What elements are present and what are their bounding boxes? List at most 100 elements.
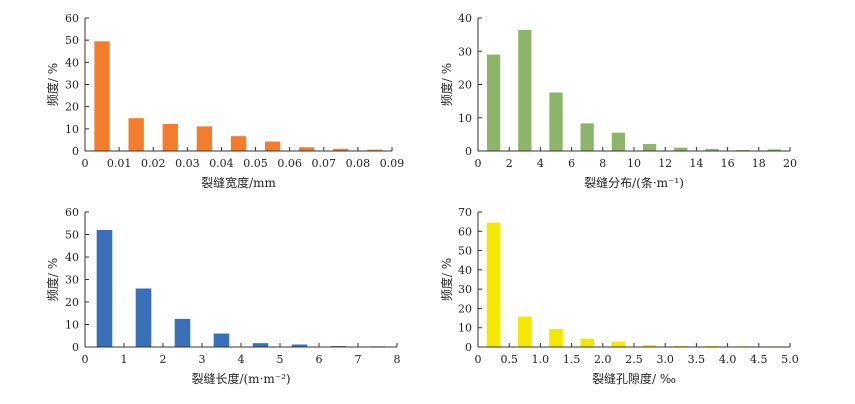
x-tick-label: 4.5 (750, 353, 768, 366)
x-tick-label: 16 (721, 157, 735, 170)
bar (486, 222, 501, 347)
bar (162, 123, 178, 151)
x-tick-label: 7 (355, 353, 362, 366)
bar (549, 329, 563, 347)
bar (767, 149, 782, 151)
x-axis-title: 裂缝宽度/mm (201, 175, 276, 190)
x-tick-label: 4 (238, 353, 245, 366)
bar (518, 29, 532, 151)
bar (642, 345, 657, 347)
x-tick-label: 0.09 (380, 157, 405, 170)
bar (264, 141, 281, 151)
x-tick-label: 0 (475, 157, 482, 170)
x-tick-label: 2.5 (625, 353, 643, 366)
bar (549, 92, 563, 151)
y-tick-label: 40 (65, 56, 79, 69)
x-tick-label: 0.04 (209, 157, 234, 170)
bar (230, 136, 247, 151)
bar (517, 316, 532, 347)
x-tick-label: 0.08 (346, 157, 371, 170)
bar (135, 288, 152, 347)
bar (486, 54, 501, 151)
x-tick-label: 0.5 (500, 353, 518, 366)
bar (299, 147, 315, 151)
x-tick-label: 8 (394, 353, 401, 366)
y-tick-label: 50 (458, 245, 472, 258)
y-tick-label: 30 (65, 274, 79, 287)
x-tick-label: 0.01 (107, 157, 132, 170)
y-tick-label: 0 (72, 341, 79, 354)
bar (642, 144, 657, 151)
x-tick-label: 5.0 (781, 353, 799, 366)
x-tick-label: 0 (82, 157, 89, 170)
x-tick-label: 18 (752, 157, 766, 170)
y-tick-label: 40 (458, 12, 472, 25)
x-axis-title: 裂缝长度/(m·m⁻²) (191, 371, 290, 386)
x-tick-label: 0.07 (312, 157, 337, 170)
x-tick-label: 1.0 (532, 353, 550, 366)
x-tick-label: 2 (160, 353, 167, 366)
x-tick-label: 0 (475, 353, 482, 366)
bar (128, 118, 144, 151)
bar (580, 338, 595, 347)
x-tick-label: 0.05 (243, 157, 268, 170)
chart-porosity: 0 10 20 30 40 50 60 70 0 0.5 1.0 1.5 2.0 2.5 3.0 3.5 4.0… (439, 206, 799, 386)
x-tick-label: 8 (599, 157, 606, 170)
y-tick-label: 0 (465, 341, 472, 354)
y-tick-label: 10 (458, 322, 472, 335)
x-tick-label: 5 (277, 353, 284, 366)
x-tick-label: 0.06 (277, 157, 302, 170)
bar (333, 148, 349, 151)
y-tick-label: 40 (458, 264, 472, 277)
bar (580, 123, 594, 151)
x-axis-title: 裂缝分布/(条·m⁻¹) (584, 175, 684, 190)
y-tick-label: 20 (458, 302, 472, 315)
bar (96, 230, 113, 347)
bar (611, 132, 626, 151)
y-tick-label: 0 (465, 145, 472, 158)
chart-length: 0 10 20 30 40 50 60 0 1 2 3 4 5 6 7 8 频度/ % 裂缝长度/(m·m⁻²) (45, 206, 401, 386)
y-tick-label: 50 (65, 34, 79, 47)
x-tick-label: 1 (121, 353, 128, 366)
x-tick-label: 10 (627, 157, 641, 170)
x-tick-label: 4 (537, 157, 544, 170)
x-axis-title: 裂缝孔隙度/ ‰ (592, 371, 676, 386)
y-axis-title: 频度/ % (45, 258, 60, 301)
y-axis-title: 频度/ % (45, 63, 60, 106)
bar (94, 41, 110, 151)
bar (174, 318, 191, 348)
x-tick-label: 0.02 (141, 157, 166, 170)
y-tick-label: 70 (458, 206, 472, 219)
x-tick-label: 6 (568, 157, 575, 170)
y-tick-label: 10 (458, 112, 472, 125)
bar (705, 149, 719, 151)
y-tick-label: 40 (65, 251, 79, 264)
y-tick-label: 60 (65, 206, 79, 219)
x-tick-label: 3.5 (688, 353, 706, 366)
x-tick-label: 14 (689, 157, 703, 170)
x-tick-label: 20 (783, 157, 797, 170)
y-tick-label: 10 (65, 123, 79, 136)
x-tick-label: 0 (82, 353, 89, 366)
x-tick-label: 4.0 (719, 353, 737, 366)
bar (367, 149, 383, 151)
y-tick-label: 20 (65, 101, 79, 114)
x-tick-label: 6 (316, 353, 323, 366)
chart-spacing: 0 10 20 30 40 0 2 4 6 8 10 12 14 16 18 20 频度/ % 裂缝分布/(条·m… (439, 12, 797, 190)
y-tick-label: 50 (65, 229, 79, 242)
y-tick-label: 30 (458, 283, 472, 296)
bar (674, 147, 688, 151)
y-tick-label: 0 (72, 145, 79, 158)
chart-width: 0 10 20 30 40 50 60 0 0.01 0.02 0.03 0.04 0.05 0.06 0.… (45, 12, 404, 190)
bar (611, 341, 626, 347)
bar (213, 333, 230, 347)
x-tick-label: 2.0 (594, 353, 612, 366)
y-axis-title: 频度/ % (439, 63, 454, 106)
y-tick-label: 60 (458, 225, 472, 238)
y-tick-label: 30 (65, 79, 79, 92)
bar (252, 343, 269, 347)
y-tick-label: 20 (458, 79, 472, 92)
y-tick-label: 30 (458, 45, 472, 58)
x-tick-label: 0.03 (175, 157, 200, 170)
